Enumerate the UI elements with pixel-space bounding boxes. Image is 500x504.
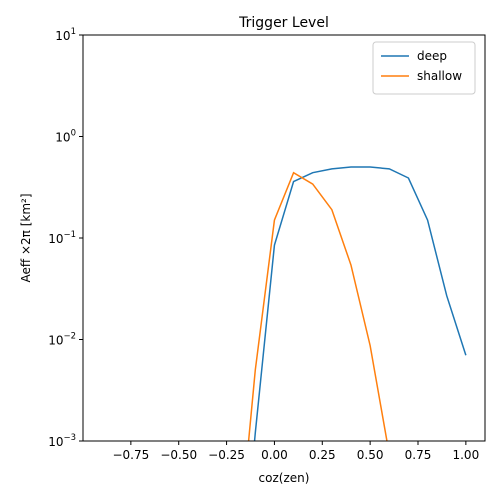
y-tick-base: 10 [55, 29, 70, 43]
y-tick-label: 100 [55, 129, 76, 145]
x-tick-label: −0.25 [208, 448, 245, 462]
y-tick-base: 10 [48, 232, 63, 246]
y-tick-exponent: 0 [71, 129, 76, 139]
x-tick-label: −0.50 [160, 448, 197, 462]
x-axis-label: coz(zen) [259, 471, 310, 485]
x-tick-label: 1.00 [452, 448, 479, 462]
series-line [253, 166, 467, 441]
legend-label: shallow [417, 69, 462, 83]
y-tick-exponent: −2 [63, 332, 76, 342]
legend-box [372, 41, 476, 95]
chart-title: Trigger Level [238, 15, 329, 31]
y-axis-label: Aeff ×2π [km²] [19, 193, 33, 282]
y-tick-exponent: −1 [63, 230, 76, 240]
x-tick-label: 0.25 [309, 448, 336, 462]
y-tick-label: 10−2 [48, 332, 76, 348]
y-tick-exponent: −3 [63, 433, 76, 443]
x-tick-label: 0.00 [261, 448, 288, 462]
plot-lines [247, 166, 467, 441]
plot-frame [82, 34, 486, 442]
y-tick-label: 10−1 [48, 230, 76, 246]
y-tick-exponent: 1 [71, 27, 76, 37]
x-tick-label: 0.50 [357, 448, 384, 462]
y-tick-base: 10 [48, 435, 63, 449]
legend-label: deep [417, 49, 447, 63]
series-line [247, 171, 388, 441]
y-tick-base: 10 [48, 334, 63, 348]
x-tick-label: 0.75 [405, 448, 432, 462]
x-tick-label: −0.75 [112, 448, 149, 462]
y-tick-label: 10−3 [48, 433, 76, 449]
y-tick-base: 10 [55, 131, 70, 145]
y-tick-label: 101 [55, 27, 76, 43]
